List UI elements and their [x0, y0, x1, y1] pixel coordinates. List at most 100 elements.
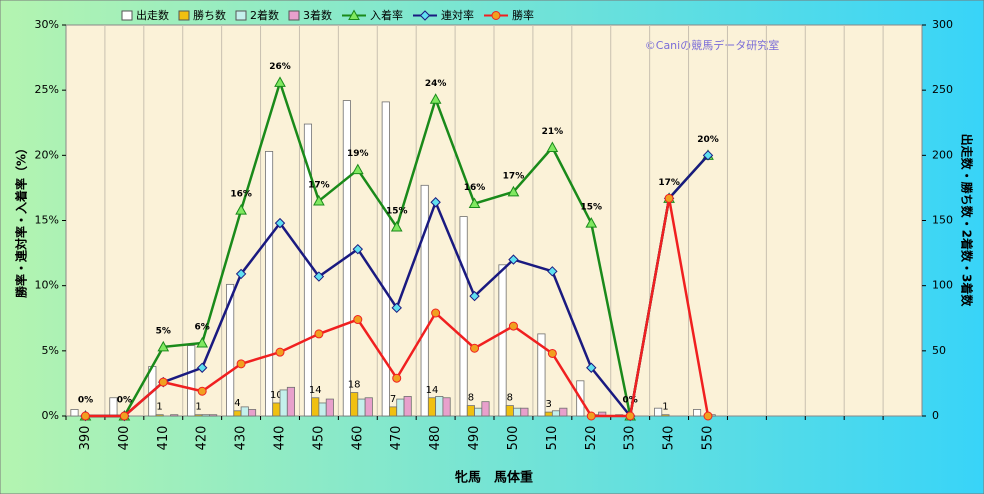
marker	[469, 290, 480, 302]
bar-label: 8	[507, 393, 513, 404]
bar	[279, 389, 288, 417]
marker	[391, 302, 402, 314]
data-label: 19%	[347, 149, 369, 159]
bar	[559, 407, 568, 417]
bar	[286, 386, 295, 417]
marker	[274, 217, 286, 229]
marker	[547, 348, 557, 358]
marker	[430, 197, 441, 208]
legend-item: 出走数	[121, 8, 169, 22]
y2-tick-label: 150	[932, 214, 953, 227]
x-tick-label: 420	[195, 426, 210, 451]
bar	[155, 414, 164, 417]
data-label: 15%	[386, 207, 408, 217]
bar	[481, 401, 490, 417]
x-tick-label: 490	[467, 426, 482, 451]
marker	[392, 373, 402, 383]
bar	[403, 396, 412, 417]
bar-label: 1	[662, 402, 668, 413]
bar	[537, 333, 546, 417]
marker	[586, 411, 596, 421]
marker	[235, 204, 247, 215]
marker	[625, 411, 635, 421]
bar	[170, 414, 179, 417]
bar	[357, 398, 366, 417]
data-label: 21%	[542, 127, 564, 137]
legend-swatch	[288, 10, 300, 21]
bar	[427, 397, 437, 417]
legend-label: 2着数	[250, 8, 279, 22]
y2-axis-title: 出走数・勝ち数・2着数・3着数	[960, 134, 975, 308]
legend-item: 勝率	[484, 8, 534, 22]
legend-swatch	[235, 10, 247, 21]
legend-label: 連対率	[441, 8, 474, 22]
data-label: 17%	[503, 171, 525, 181]
bar	[661, 414, 670, 417]
marker	[429, 93, 442, 104]
bar	[226, 283, 235, 417]
marker	[158, 377, 168, 387]
bar-label: 14	[426, 385, 439, 396]
legend-item: 入着率	[342, 8, 403, 22]
marker	[196, 362, 208, 373]
y-tick-label: 15%	[35, 214, 59, 227]
marker	[586, 362, 597, 373]
bar	[194, 414, 203, 417]
marker	[546, 141, 559, 153]
bar	[505, 405, 514, 417]
data-label: 26%	[269, 62, 291, 72]
x-tick-label: 460	[350, 426, 365, 451]
y2-tick-label: 50	[932, 344, 946, 357]
marker	[468, 197, 481, 209]
legend-label: 入着率	[370, 8, 403, 22]
marker	[196, 336, 209, 348]
bar	[693, 409, 702, 417]
legend-label: 勝ち数	[193, 8, 226, 22]
bar	[551, 410, 561, 417]
bar-label: 1	[156, 402, 162, 413]
bar-label: 7	[390, 394, 396, 405]
x-tick-label: 510	[545, 426, 560, 451]
x-tick-label: 550	[701, 426, 716, 451]
bar	[233, 410, 242, 417]
data-label: 24%	[425, 79, 447, 89]
bar	[209, 414, 218, 417]
bar	[350, 392, 359, 417]
bar	[459, 216, 468, 417]
marker	[157, 340, 170, 352]
data-label: 20%	[697, 135, 719, 145]
data-label: 5%	[156, 326, 171, 336]
marker	[353, 315, 363, 325]
y2-tick-label: 250	[932, 83, 953, 96]
marker	[431, 308, 441, 318]
x-axis-title: 牝馬 馬体重	[455, 470, 533, 486]
legend-label: 3着数	[303, 8, 332, 22]
x-tick-label: 410	[156, 426, 171, 451]
legend-item: 勝ち数	[178, 8, 226, 22]
marker	[352, 243, 364, 255]
data-label: 17%	[308, 180, 330, 190]
marker	[236, 359, 246, 369]
bar	[201, 414, 210, 417]
marker	[585, 217, 598, 228]
bar-label: 14	[309, 385, 322, 396]
data-label: 16%	[464, 183, 486, 193]
marker	[470, 343, 480, 353]
x-tick-label: 430	[234, 426, 249, 451]
y-tick-label: 25%	[35, 83, 59, 96]
marker	[351, 163, 364, 175]
marker	[419, 10, 431, 21]
bar	[318, 402, 327, 417]
marker	[313, 194, 325, 206]
bar	[474, 407, 483, 417]
bar	[187, 345, 196, 417]
marker	[491, 11, 501, 20]
y2-tick-label: 200	[932, 148, 953, 161]
legend-label: 出走数	[136, 8, 169, 22]
bar	[247, 409, 257, 417]
bar	[381, 101, 390, 417]
x-tick-label: 520	[584, 426, 599, 451]
bar-label: 4	[234, 398, 240, 409]
marker	[390, 220, 403, 232]
bar-label: 8	[468, 393, 474, 404]
